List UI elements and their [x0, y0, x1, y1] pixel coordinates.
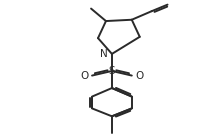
Text: N: N — [100, 49, 108, 59]
Text: S: S — [109, 66, 115, 76]
Text: O: O — [80, 71, 89, 81]
Text: O: O — [135, 71, 143, 81]
